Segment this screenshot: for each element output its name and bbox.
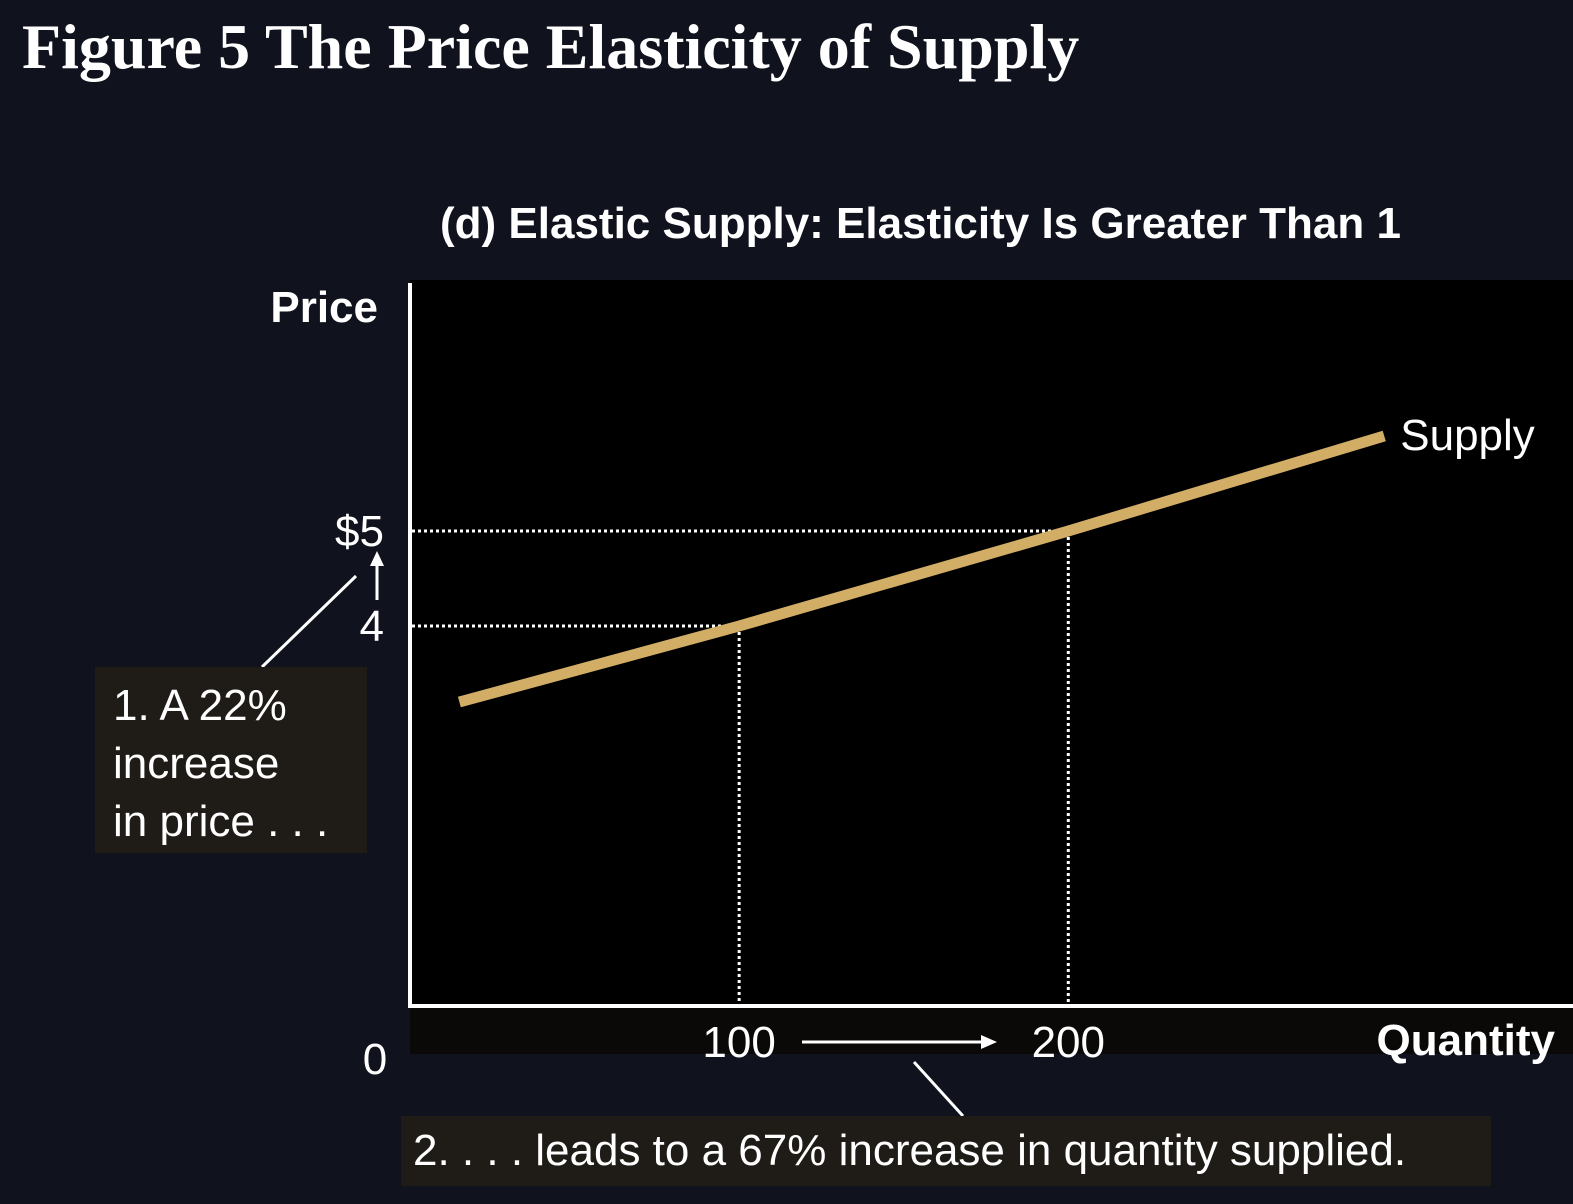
quantity-callout-leader: [912, 1060, 965, 1118]
quantity-change-callout: 2. . . . leads to a 67% increase in quan…: [401, 1116, 1491, 1186]
origin-label: 0: [363, 1035, 387, 1084]
plot-background: [410, 280, 1573, 1008]
y-tick-label-2: $5: [335, 507, 384, 556]
price-change-callout: 1. A 22% increase in price . . .: [95, 667, 367, 853]
x-tick-label-2: 200: [1032, 1018, 1105, 1067]
quantity-change-arrow: [802, 1035, 997, 1049]
x-axis-label: Quantity: [1377, 1016, 1556, 1065]
x-tick-label-1: 100: [702, 1018, 775, 1067]
chart-title: (d) Elastic Supply: Elasticity Is Greate…: [440, 199, 1401, 248]
price-change-arrow: [370, 551, 384, 600]
callout-line-2: increase: [113, 739, 280, 788]
supply-curve-label: Supply: [1400, 411, 1535, 460]
supply-curve: [457, 430, 1386, 708]
callout-line-1: 1. A 22%: [113, 681, 287, 730]
callout-line-3: in price . . .: [113, 797, 329, 846]
price-callout-leader: [260, 574, 358, 669]
figure-title: Figure 5 The Price Elasticity of Supply: [22, 11, 1080, 82]
y-axis-label: Price: [270, 283, 378, 332]
x-axis-band: [410, 1008, 1573, 1054]
y-tick-label-1: 4: [360, 602, 384, 651]
